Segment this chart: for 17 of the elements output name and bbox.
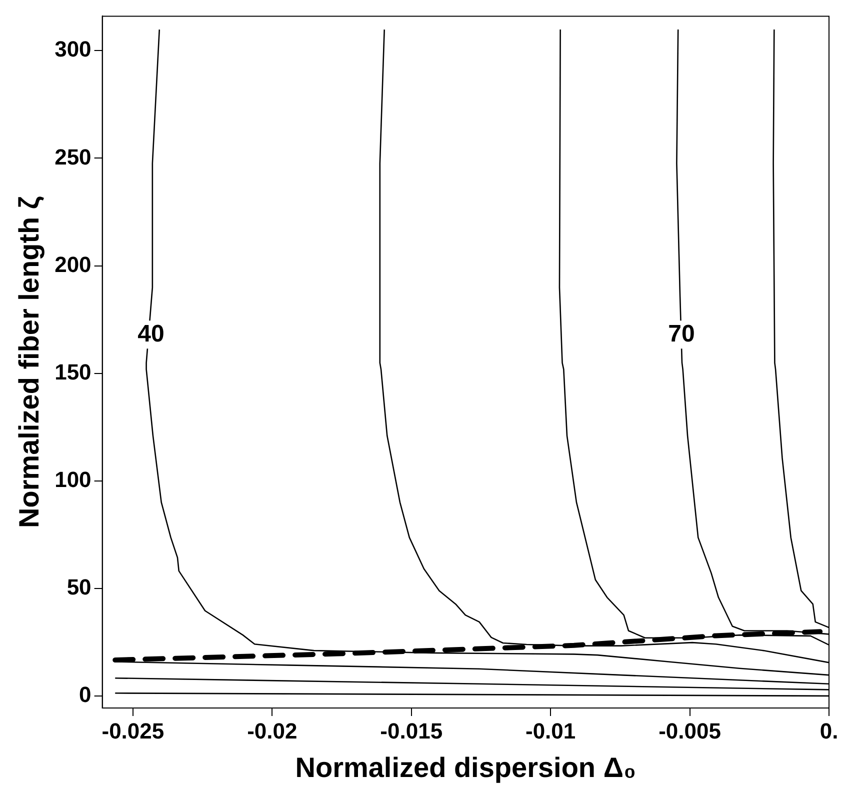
x-tick-label: -0.015 bbox=[380, 718, 443, 744]
y-tick-label: 250 bbox=[54, 144, 92, 170]
annotation: 40 bbox=[138, 320, 164, 348]
y-tick-label: 50 bbox=[66, 574, 92, 600]
y-tick-label: 100 bbox=[54, 467, 92, 492]
x-axis-title: Normalized dispersion Δ₀ bbox=[295, 752, 636, 783]
y-tick-label: 0 bbox=[79, 682, 92, 708]
y-tick-label: 300 bbox=[54, 36, 92, 62]
y-tick-label: 200 bbox=[54, 252, 92, 277]
x-tick-label: -0.025 bbox=[102, 718, 164, 744]
y-tick-label: 150 bbox=[54, 359, 92, 384]
x-tick-label: -0.02 bbox=[247, 718, 298, 744]
y-axis-title: Normalized fiber length ζ bbox=[14, 196, 45, 528]
x-tick-label: 0. bbox=[820, 718, 838, 744]
annotation: 70 bbox=[668, 320, 695, 348]
x-tick-label: -0.005 bbox=[658, 718, 721, 744]
x-tick-label: -0.01 bbox=[525, 718, 576, 744]
